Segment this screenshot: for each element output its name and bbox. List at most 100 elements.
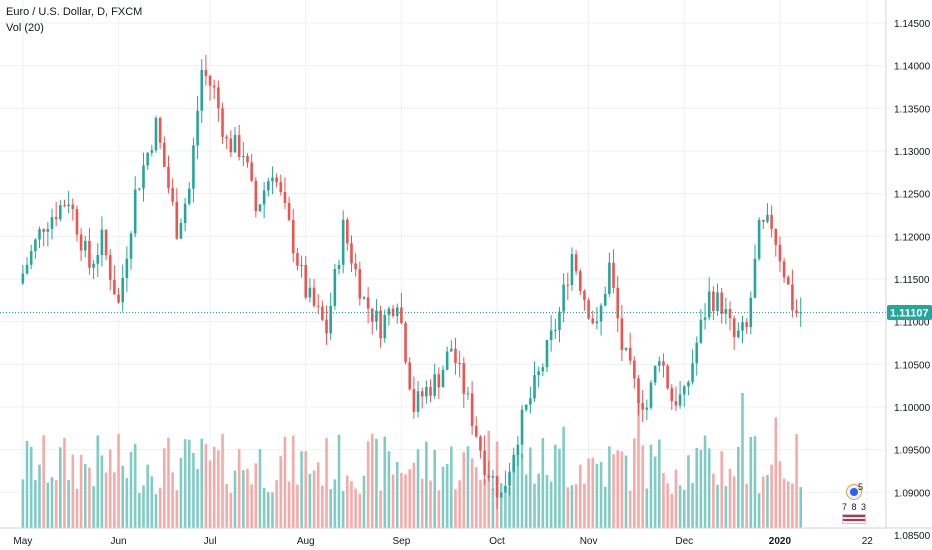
volume-bar	[645, 488, 649, 528]
candle-body	[404, 323, 407, 363]
candle-body	[762, 219, 765, 222]
candle-body	[138, 188, 141, 190]
volume-bar	[782, 478, 786, 528]
candle-body	[283, 191, 287, 203]
volume-bar	[325, 438, 328, 528]
volume-bar	[341, 491, 345, 528]
volume-bar	[237, 449, 241, 528]
volume-bar	[146, 464, 149, 528]
volume-bar	[242, 470, 245, 528]
candle-body	[183, 203, 187, 224]
candle-body	[296, 253, 299, 266]
volume-bar	[762, 476, 765, 528]
candle-body	[167, 166, 170, 189]
y-tick-label: 1.11500	[894, 275, 930, 286]
candle-body	[570, 254, 574, 286]
volume-bar	[474, 467, 478, 528]
candle-body	[649, 382, 653, 408]
volume-bar	[233, 470, 237, 528]
volume-bar	[308, 473, 312, 528]
candle-body	[562, 284, 565, 312]
candle-body	[79, 234, 83, 251]
candle-body	[595, 321, 599, 324]
candle-body	[104, 229, 108, 256]
volume-bar	[375, 438, 378, 528]
volume-bar	[541, 438, 545, 528]
economic-events-marker[interactable]: 5 7 8 3	[838, 482, 868, 528]
volume-bar	[516, 452, 520, 528]
volume-bar	[217, 450, 220, 528]
candle-body	[233, 134, 237, 153]
volume-bar	[67, 479, 70, 528]
volume-bar	[420, 478, 424, 528]
volume-bar	[416, 449, 420, 528]
volume-bar	[662, 472, 665, 528]
candle-body	[728, 309, 732, 319]
last-price-label: 1.11107	[890, 308, 929, 320]
candle-body	[479, 436, 482, 451]
volume-bar	[520, 453, 524, 528]
volume-bar	[599, 461, 603, 528]
volume-bar	[774, 417, 778, 528]
candle-body	[50, 217, 54, 229]
volume-bar	[225, 484, 228, 528]
volume-bar	[163, 448, 166, 528]
volume-bar	[724, 486, 728, 528]
candle-body	[71, 204, 75, 209]
candle-body	[512, 454, 516, 472]
volume-bar	[562, 426, 565, 528]
y-tick-label: 1.11000	[894, 318, 930, 329]
volume-bar	[682, 490, 686, 528]
volume-bar	[628, 490, 632, 528]
candle-body	[520, 409, 524, 445]
candle-body	[395, 307, 399, 316]
candle-body	[387, 308, 391, 316]
candle-body	[641, 403, 644, 410]
candle-body	[420, 391, 424, 397]
volume-bar	[395, 461, 399, 528]
symbol-title[interactable]: Euro / U.S. Dollar, D, FXCM	[6, 6, 143, 18]
volume-bar	[204, 443, 208, 528]
candle-body	[637, 378, 640, 404]
candle-body	[499, 492, 503, 498]
candle-body	[724, 309, 728, 314]
candle-body	[187, 188, 191, 204]
candle-body	[42, 229, 45, 232]
candle-body	[129, 233, 133, 259]
candle-body	[375, 310, 378, 322]
candle-body	[545, 340, 549, 368]
candle-body	[196, 110, 199, 146]
candle-body	[325, 319, 328, 334]
x-tick-label: 22	[862, 536, 874, 547]
candle-body	[29, 251, 33, 265]
x-tick-label: Nov	[580, 536, 598, 547]
candle-body	[462, 363, 466, 394]
volume-bars	[21, 393, 803, 528]
volume-bar	[366, 441, 370, 528]
volume-bar	[791, 483, 794, 528]
volume-bar	[707, 448, 711, 528]
candle-body	[279, 182, 283, 192]
volume-bar	[29, 446, 33, 528]
candle-body	[782, 261, 786, 278]
candle-body	[242, 155, 245, 157]
volume-bar	[603, 486, 607, 528]
volume-bar	[591, 457, 595, 528]
price-axis[interactable]: 1.08500 1.09000 1.09500 1.10000 1.10500 1.110…	[894, 19, 931, 542]
volume-bar	[287, 481, 291, 528]
volume-bar	[312, 470, 316, 528]
volume-bar	[350, 481, 353, 528]
candle-body	[75, 208, 79, 235]
candle-body	[466, 393, 470, 395]
volume-indicator-label[interactable]: Vol (20)	[6, 22, 44, 34]
volume-bar	[383, 436, 387, 528]
event-numbers: 7 8 3	[842, 502, 868, 512]
candle-body	[370, 308, 374, 322]
volume-bar	[549, 481, 553, 528]
candle-body	[425, 386, 428, 397]
time-axis[interactable]: May Jun Jul Aug Sep Oct Nov Dec 2020 22	[13, 536, 873, 547]
volume-bar	[741, 393, 744, 528]
volume-bar	[508, 487, 511, 528]
volume-bar	[483, 479, 486, 528]
